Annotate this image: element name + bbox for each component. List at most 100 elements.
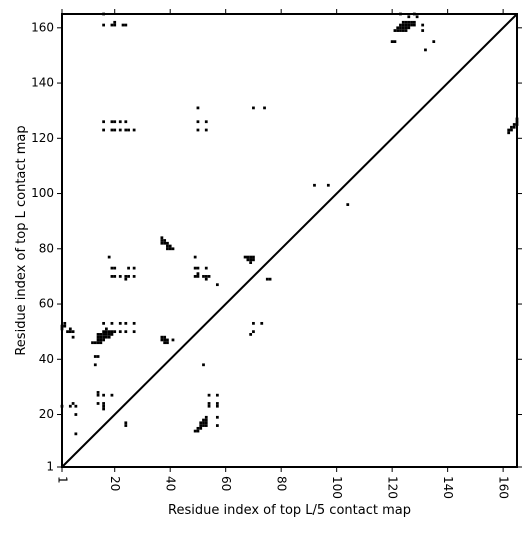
contact-point-upper bbox=[71, 402, 75, 405]
contact-point-lower bbox=[96, 402, 100, 405]
x-tick-label: 80 bbox=[275, 476, 289, 491]
contact-point-upper bbox=[110, 128, 114, 132]
contact-point-upper bbox=[193, 266, 197, 270]
contact-point-lower bbox=[313, 183, 316, 187]
contact-point-upper bbox=[96, 355, 100, 358]
x-axis-title: Residue index of top L/5 contact map bbox=[168, 503, 411, 518]
contact-point-upper bbox=[121, 23, 125, 27]
contact-point-upper bbox=[207, 275, 211, 278]
contact-point-upper bbox=[243, 255, 247, 259]
contact-point-lower bbox=[204, 415, 208, 419]
contact-point-lower bbox=[204, 424, 208, 427]
contact-point-upper bbox=[393, 29, 397, 32]
contact-point-upper bbox=[252, 255, 255, 259]
contact-point-upper bbox=[168, 247, 172, 251]
contact-point-upper bbox=[110, 120, 114, 124]
contact-point-upper bbox=[390, 40, 394, 43]
contact-point-upper bbox=[204, 120, 208, 124]
contact-point-upper bbox=[399, 29, 402, 32]
contact-point-upper bbox=[127, 275, 130, 278]
contact-point-upper bbox=[407, 20, 411, 24]
contact-point-upper bbox=[124, 275, 128, 278]
contact-point-upper bbox=[96, 333, 100, 336]
contact-point-lower bbox=[74, 413, 78, 416]
contact-point-upper bbox=[196, 106, 200, 110]
contact-point-upper bbox=[396, 29, 400, 32]
contact-point-upper bbox=[412, 23, 416, 27]
contact-point-upper bbox=[166, 247, 169, 251]
contact-point-lower bbox=[74, 432, 78, 436]
contact-point-upper bbox=[404, 26, 408, 30]
contact-point-upper bbox=[432, 40, 436, 43]
diagonal-line bbox=[61, 13, 518, 468]
contact-point-lower bbox=[260, 321, 264, 325]
contact-point-lower bbox=[215, 404, 219, 408]
contact-point-upper bbox=[110, 275, 114, 278]
contact-point-upper bbox=[102, 333, 105, 336]
contact-point-lower bbox=[263, 106, 266, 110]
contact-point-lower bbox=[102, 393, 105, 397]
contact-point-lower bbox=[199, 424, 203, 427]
contact-point-lower bbox=[202, 363, 205, 367]
contact-point-upper bbox=[113, 330, 117, 334]
contact-point-upper bbox=[415, 15, 419, 19]
y-tick-label: 100 bbox=[31, 186, 54, 200]
contact-point-upper bbox=[171, 247, 175, 251]
contact-point-upper bbox=[163, 338, 167, 342]
contact-point-lower bbox=[326, 183, 330, 187]
contact-point-upper bbox=[124, 330, 128, 334]
y-tick-label: 80 bbox=[39, 241, 54, 255]
contact-point-lower bbox=[202, 424, 205, 427]
contact-point-upper bbox=[118, 120, 122, 124]
contact-point-upper bbox=[401, 29, 405, 32]
contact-point-upper bbox=[68, 404, 72, 408]
contact-point-upper bbox=[105, 333, 108, 336]
x-tick-label: 160 bbox=[497, 476, 511, 499]
contact-point-lower bbox=[102, 407, 105, 411]
contact-point-upper bbox=[410, 23, 413, 27]
contact-point-lower bbox=[207, 404, 211, 408]
contact-point-upper bbox=[113, 275, 117, 278]
contact-point-lower bbox=[215, 424, 219, 427]
contact-point-lower bbox=[202, 421, 205, 425]
contact-point-upper bbox=[68, 330, 72, 334]
contact-point-upper bbox=[424, 48, 427, 52]
contact-point-upper bbox=[93, 341, 97, 345]
x-axis: 1 20 40 60 80 100 120 140 160 bbox=[56, 9, 511, 499]
contact-point-upper bbox=[166, 244, 169, 248]
contact-point-upper bbox=[110, 23, 114, 27]
contact-point-upper bbox=[127, 266, 130, 270]
contact-point-lower bbox=[196, 429, 200, 433]
contact-point-upper bbox=[91, 341, 94, 345]
contact-point-upper bbox=[93, 355, 97, 358]
x-tick-label: 20 bbox=[108, 476, 122, 491]
contact-point-upper bbox=[71, 330, 75, 334]
contact-point-upper bbox=[249, 255, 253, 259]
contact-point-upper bbox=[193, 275, 197, 278]
contact-point-lower bbox=[96, 391, 100, 394]
contact-point-upper bbox=[401, 26, 405, 30]
contact-point-upper bbox=[96, 341, 100, 345]
x-tick-label: 100 bbox=[330, 476, 344, 499]
contact-point-upper bbox=[166, 241, 169, 245]
contact-point-lower bbox=[512, 125, 516, 129]
contact-point-upper bbox=[124, 321, 128, 325]
contact-point-upper bbox=[404, 23, 408, 27]
contact-point-upper bbox=[160, 239, 164, 242]
contact-point-upper bbox=[407, 15, 411, 19]
contact-point-upper bbox=[204, 266, 208, 270]
contact-points bbox=[60, 12, 519, 436]
contact-point-upper bbox=[102, 335, 105, 339]
contact-point-upper bbox=[204, 277, 208, 281]
contact-point-upper bbox=[105, 335, 108, 339]
contact-point-lower bbox=[252, 321, 255, 325]
contact-point-upper bbox=[215, 283, 219, 287]
y-tick-label: 1 bbox=[46, 460, 54, 474]
y-tick-label: 20 bbox=[39, 407, 54, 421]
contact-point-upper bbox=[204, 128, 208, 132]
contact-point-upper bbox=[105, 327, 108, 331]
y-tick-label: 140 bbox=[31, 76, 54, 90]
contact-point-upper bbox=[118, 275, 122, 278]
contact-point-lower bbox=[215, 393, 219, 397]
contact-point-upper bbox=[396, 26, 400, 30]
